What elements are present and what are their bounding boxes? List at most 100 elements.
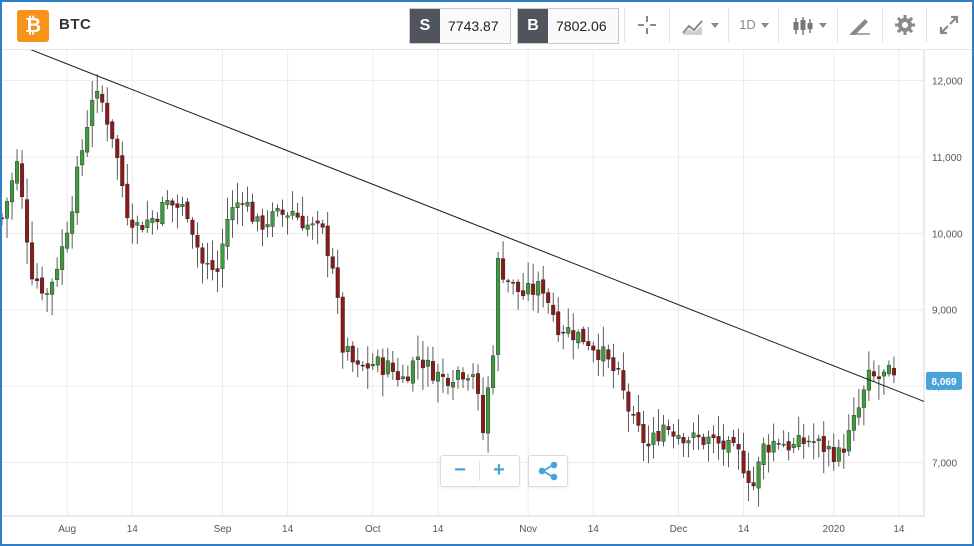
candle-body: [856, 407, 861, 418]
candle-body: [741, 450, 746, 474]
candle-body: [781, 443, 786, 446]
candle-body: [631, 414, 636, 416]
candle-body: [661, 424, 666, 442]
candle-body: [300, 215, 305, 229]
candle-body: [616, 368, 621, 370]
candle-body: [435, 371, 440, 382]
bitcoin-logo-icon: ₿: [17, 10, 49, 42]
candle-body: [340, 296, 345, 353]
candle-body: [285, 215, 290, 218]
candle-body: [646, 443, 651, 447]
candle-body: [305, 224, 310, 230]
candle-body: [706, 436, 711, 444]
candle-body: [721, 440, 726, 450]
zoom-in-button[interactable]: +: [493, 459, 505, 481]
candle-body: [75, 166, 80, 214]
candle-body: [761, 443, 766, 465]
candle-body: [526, 283, 531, 295]
candle-body: [250, 201, 255, 222]
candle-body: [776, 443, 781, 445]
candle-body: [180, 204, 185, 207]
candle-body: [496, 258, 501, 355]
candle-body: [230, 207, 235, 221]
candle-body: [811, 441, 816, 443]
share-icon: [538, 461, 558, 481]
candle-body: [676, 434, 681, 440]
candle-body: [35, 278, 40, 281]
x-tick-label: 14: [127, 524, 139, 535]
candle-body: [596, 349, 601, 361]
expand-icon: [939, 15, 959, 35]
candlestick-chart[interactable]: Aug14Sep14Oct14Nov14Dec142020147,0008,00…: [2, 50, 972, 544]
candle-body: [716, 436, 721, 444]
candle-body: [471, 374, 476, 377]
candle-body: [150, 217, 155, 223]
timeframe-dropdown[interactable]: 1D: [734, 8, 774, 42]
candle-body: [656, 430, 661, 442]
candle-body: [260, 215, 265, 230]
x-tick-label: Dec: [670, 524, 688, 535]
candle-body: [581, 328, 586, 343]
candle-body: [360, 364, 365, 367]
candle-body: [696, 434, 701, 438]
candle-body: [851, 415, 856, 431]
candle-body: [611, 357, 616, 371]
candle-body: [105, 102, 110, 125]
candle-body: [170, 200, 175, 206]
x-tick-label: 14: [893, 524, 905, 535]
chevron-down-icon: [710, 23, 719, 29]
candle-body: [400, 376, 405, 379]
chart-type-dropdown[interactable]: [676, 8, 724, 42]
candle-body: [731, 437, 736, 444]
candle-body: [20, 163, 25, 198]
candle-body: [50, 281, 55, 295]
candle-body: [370, 364, 375, 367]
candle-body: [796, 435, 801, 447]
candle-body: [410, 360, 415, 384]
candle-body: [551, 304, 556, 315]
candle-body: [430, 361, 435, 381]
candle-body: [280, 209, 285, 215]
candle-style-dropdown[interactable]: [785, 8, 833, 42]
expand-button[interactable]: [932, 8, 966, 42]
candle-body: [891, 367, 896, 376]
candles-icon: [793, 16, 812, 35]
zoom-out-button[interactable]: −: [454, 459, 466, 481]
buy-price-button[interactable]: B 7802.06: [517, 8, 619, 44]
candle-body: [466, 378, 471, 381]
x-tick-label: Nov: [519, 524, 537, 535]
x-tick-label: 14: [282, 524, 294, 535]
candle-body: [95, 90, 100, 99]
candle-body: [826, 446, 831, 450]
x-tick-label: 14: [588, 524, 600, 535]
candle-body: [90, 100, 95, 126]
candle-body: [711, 434, 716, 439]
sell-price-button[interactable]: S 7743.87: [409, 8, 511, 44]
share-button[interactable]: [528, 455, 568, 487]
draw-tools-button[interactable]: [843, 8, 877, 42]
candle-body: [215, 268, 220, 272]
candle-body: [70, 211, 75, 234]
candle-body: [606, 349, 611, 360]
candle-body: [671, 431, 676, 437]
candle-body: [501, 258, 506, 280]
candle-body: [60, 246, 65, 270]
candles-group: [2, 74, 896, 507]
crosshair-button[interactable]: [630, 8, 664, 42]
crosshair-icon: [638, 16, 656, 34]
candle-body: [245, 201, 250, 207]
candle-body: [806, 440, 811, 443]
settings-button[interactable]: [888, 8, 922, 42]
current-price-tag: [926, 371, 962, 390]
x-tick-label: Oct: [365, 524, 381, 535]
chevron-down-icon: [760, 23, 769, 29]
buy-label: B: [518, 9, 548, 43]
candle-body: [511, 282, 516, 284]
gear-icon: [895, 15, 915, 35]
candle-body: [601, 346, 606, 362]
candle-body: [320, 223, 325, 228]
current-price-label: 8,069: [931, 377, 956, 388]
candle-body: [791, 443, 796, 449]
candle-body: [115, 138, 120, 158]
